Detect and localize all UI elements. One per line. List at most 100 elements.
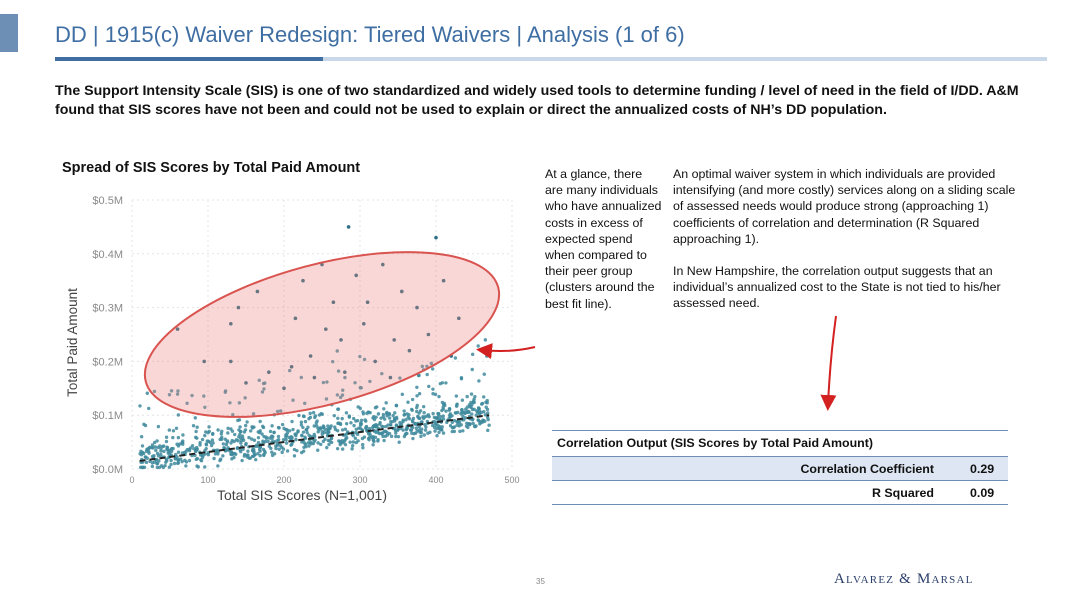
data-point [413, 422, 417, 426]
data-point [351, 440, 356, 444]
data-point [316, 448, 320, 452]
data-point [204, 442, 209, 446]
data-point [482, 372, 486, 376]
data-point [479, 402, 484, 406]
data-point [243, 396, 247, 400]
data-point [276, 434, 281, 439]
data-point [374, 415, 378, 419]
data-point [350, 447, 354, 451]
data-point [238, 425, 242, 429]
data-point [276, 425, 281, 430]
data-point [165, 445, 169, 449]
data-point [454, 394, 459, 398]
data-point [431, 392, 435, 396]
y-tick-label: $0.2M [92, 356, 123, 368]
y-tick-label: $0.5M [92, 195, 123, 207]
data-point [284, 441, 289, 445]
title-underline [55, 57, 1047, 61]
data-point [243, 423, 248, 428]
data-point [358, 426, 363, 430]
data-point [225, 440, 229, 444]
data-point [368, 379, 372, 384]
data-point [194, 448, 198, 453]
data-point [376, 412, 381, 416]
data-point [138, 465, 143, 470]
data-point [152, 440, 157, 445]
data-point [312, 424, 316, 428]
data-point [441, 414, 445, 418]
data-point [381, 412, 386, 417]
data-point [394, 434, 398, 439]
data-point [325, 380, 329, 384]
data-point [159, 449, 163, 453]
page-title: DD | 1915(c) Waiver Redesign: Tiered Wai… [55, 22, 685, 47]
data-point [209, 443, 214, 448]
data-point [411, 436, 415, 441]
data-point [486, 428, 490, 433]
data-point [354, 431, 358, 435]
data-point [361, 442, 365, 447]
data-point [303, 435, 307, 439]
data-point [260, 390, 265, 394]
data-point [397, 440, 401, 444]
data-point [362, 357, 367, 362]
data-point [406, 400, 410, 404]
data-point [207, 429, 211, 434]
data-point [477, 406, 481, 410]
data-point [292, 454, 297, 458]
data-point [327, 442, 331, 447]
data-point [210, 438, 215, 442]
data-point [432, 415, 437, 420]
data-point [270, 450, 274, 454]
y-tick-label: $0.0M [92, 464, 123, 476]
data-point [469, 405, 473, 410]
x-tick-label: 200 [276, 475, 291, 485]
data-point [340, 428, 345, 432]
data-point [223, 389, 228, 393]
outlier-point [373, 359, 378, 364]
data-point [314, 424, 319, 428]
title-accent-bar [0, 14, 18, 52]
data-point [371, 443, 375, 447]
data-point [349, 421, 353, 425]
data-point [355, 418, 360, 423]
data-point [330, 359, 335, 364]
data-point [203, 405, 207, 409]
data-point [240, 434, 245, 438]
data-point [239, 429, 243, 434]
data-point [313, 415, 317, 420]
data-point [382, 407, 386, 411]
data-point [420, 364, 424, 369]
data-point [441, 431, 446, 435]
data-point [147, 406, 151, 411]
data-point [418, 409, 423, 413]
data-point [281, 437, 286, 442]
outlier-point [293, 316, 298, 321]
data-point [452, 429, 457, 434]
data-point [320, 430, 324, 434]
data-point [430, 367, 435, 371]
data-point [473, 424, 477, 429]
data-point [311, 410, 316, 415]
data-point [461, 429, 465, 433]
data-point [415, 403, 419, 408]
data-point [164, 435, 169, 439]
data-point [351, 443, 355, 448]
outlier-point [415, 305, 419, 310]
outlier-point [392, 338, 397, 342]
data-point [229, 450, 234, 454]
data-point [440, 428, 444, 432]
data-point [462, 411, 466, 415]
outlier-point [441, 278, 446, 283]
data-point [359, 418, 364, 423]
data-point [194, 435, 198, 440]
data-point [233, 432, 237, 437]
data-point [387, 412, 392, 417]
data-point [473, 394, 477, 399]
data-point [282, 426, 286, 431]
page-number: 35 [536, 577, 545, 586]
data-point [426, 431, 430, 435]
data-point [236, 439, 240, 443]
data-point [155, 465, 160, 470]
data-point [219, 432, 224, 436]
